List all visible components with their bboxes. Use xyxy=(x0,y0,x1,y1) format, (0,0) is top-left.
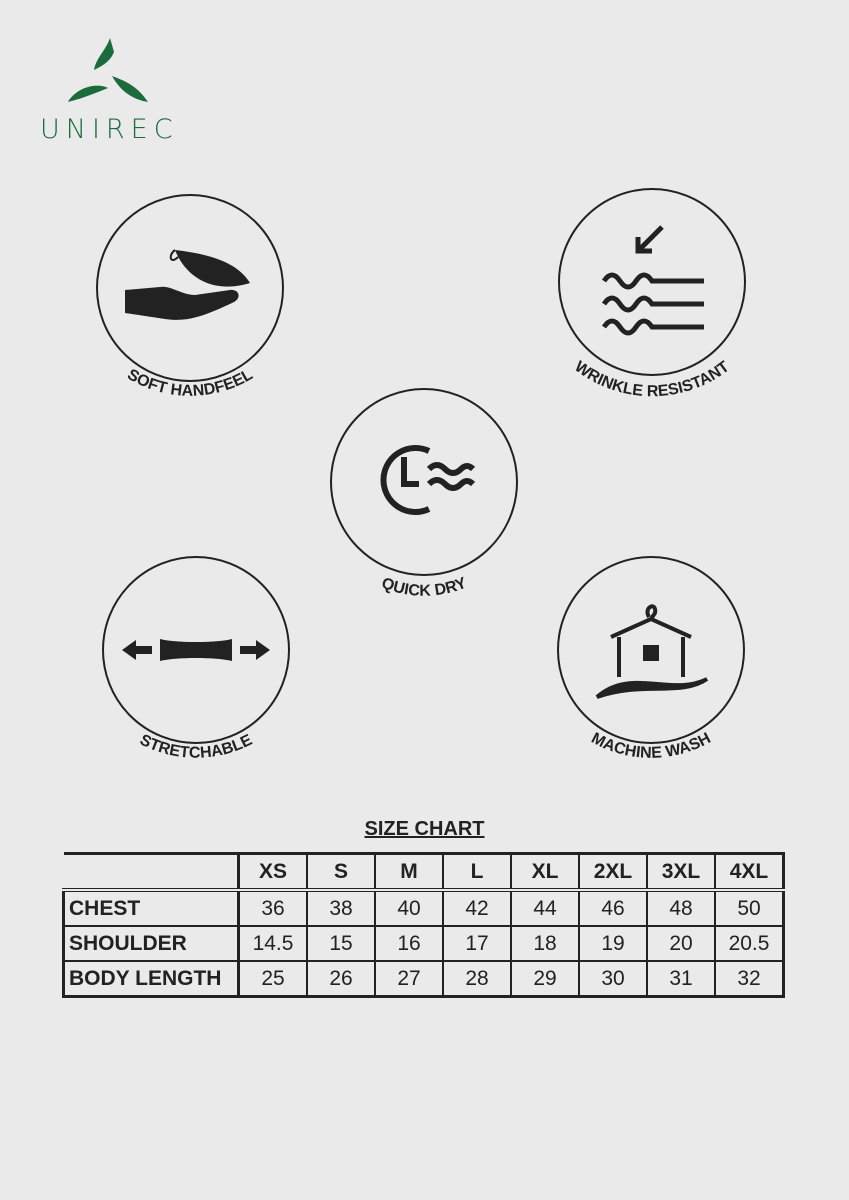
size-header: XL xyxy=(510,852,580,892)
table-row: CHEST 36 38 40 42 44 46 48 50 xyxy=(62,889,785,927)
cell: 44 xyxy=(510,889,580,927)
table-row: BODY LENGTH 25 26 27 28 29 30 31 32 xyxy=(62,960,785,998)
cell: 40 xyxy=(374,889,444,927)
cell: 31 xyxy=(646,960,716,998)
cell: 32 xyxy=(714,960,785,998)
cell: 15 xyxy=(306,925,376,962)
feature-machine-wash: MACHINE WASH xyxy=(531,556,771,807)
cell: 14.5 xyxy=(237,925,308,962)
size-header: L xyxy=(442,852,512,892)
feature-soft-handfeel: SOFT HANDFEEL xyxy=(70,194,310,445)
feature-quick-dry: QUICK DRY xyxy=(304,388,544,639)
cell: 48 xyxy=(646,889,716,927)
feature-stretchable: STRETCHABLE xyxy=(76,556,316,807)
brand-logo-mark xyxy=(68,38,148,102)
svg-text:QUICK DRY: QUICK DRY xyxy=(379,575,469,600)
feature-wrinkle-resistant: WRINKLE RESISTANT xyxy=(532,188,772,439)
cell: 19 xyxy=(578,925,648,962)
cell: 16 xyxy=(374,925,444,962)
size-header: M xyxy=(374,852,444,892)
cell: 20 xyxy=(646,925,716,962)
size-header: 4XL xyxy=(714,852,785,892)
brand-name: UNIREC xyxy=(40,114,179,145)
hand-feather-icon xyxy=(125,249,250,320)
cell: 50 xyxy=(714,889,785,927)
cell: 29 xyxy=(510,960,580,998)
cell: 30 xyxy=(578,960,648,998)
cell: 17 xyxy=(442,925,512,962)
row-label: SHOULDER xyxy=(62,925,240,962)
hanger-house-icon xyxy=(595,604,709,699)
row-label: BODY LENGTH xyxy=(62,960,240,998)
cell: 26 xyxy=(306,960,376,998)
row-label: CHEST xyxy=(62,889,240,927)
cell: 20.5 xyxy=(714,925,785,962)
cell: 28 xyxy=(442,960,512,998)
wrinkle-waves-icon xyxy=(601,225,704,336)
blank-cell xyxy=(63,852,240,892)
cell: 36 xyxy=(237,889,308,927)
cell: 27 xyxy=(374,960,444,998)
cell: 18 xyxy=(510,925,580,962)
size-chart-table: XS S M L XL 2XL 3XL 4XL CHEST 36 38 40 4… xyxy=(62,852,785,998)
cell: 38 xyxy=(306,889,376,927)
feature-label: QUICK DRY xyxy=(379,575,469,600)
size-header: S xyxy=(306,852,376,892)
cell: 46 xyxy=(578,889,648,927)
table-row: SHOULDER 14.5 15 16 17 18 19 20 20.5 xyxy=(62,925,785,962)
cell: 25 xyxy=(237,960,308,998)
size-chart-title: SIZE CHART xyxy=(364,818,485,840)
cell: 42 xyxy=(442,889,512,927)
clock-wind-icon xyxy=(380,445,476,515)
size-header: 3XL xyxy=(646,852,716,892)
stretch-arrows-icon xyxy=(122,639,270,661)
size-header: 2XL xyxy=(578,852,648,892)
size-header-row: XS S M L XL 2XL 3XL 4XL xyxy=(63,852,785,892)
size-header: XS xyxy=(237,852,308,892)
